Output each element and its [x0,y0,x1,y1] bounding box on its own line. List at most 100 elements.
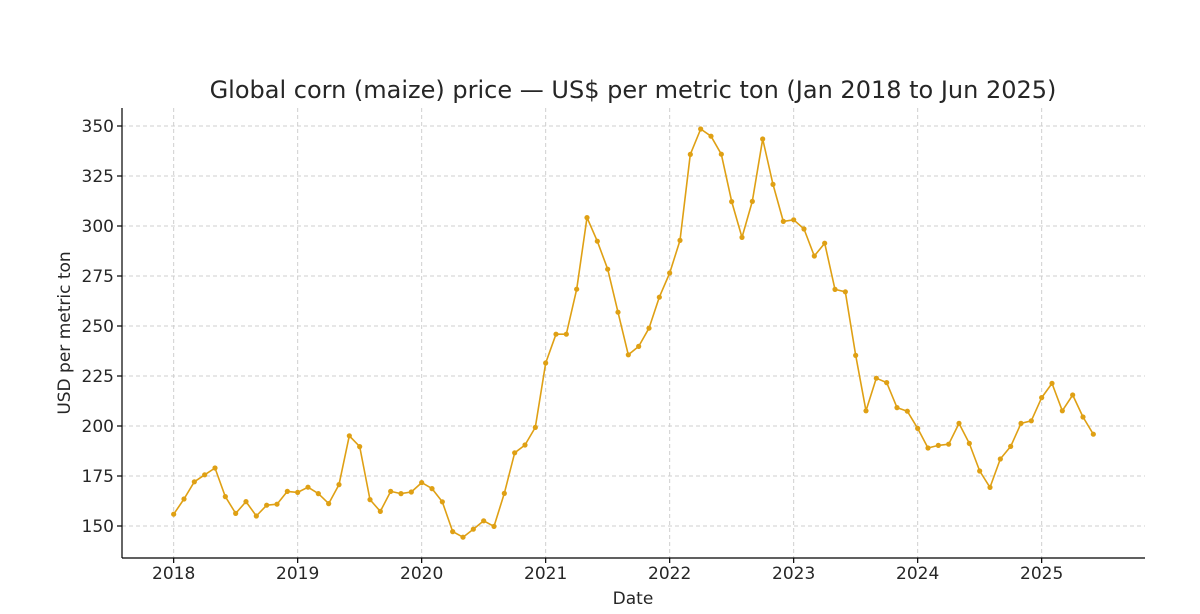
x-tick-label: 2025 [1020,564,1063,584]
data-point [791,217,797,223]
x-tick-label: 2019 [276,564,319,584]
data-point [946,441,952,447]
data-point [873,375,879,381]
data-point [460,534,466,540]
data-point [646,325,652,331]
data-point [615,309,621,315]
data-point [388,488,394,494]
x-tick-label: 2018 [152,564,195,584]
data-point [977,468,983,474]
y-tick-label: 275 [82,267,114,287]
data-point [925,445,931,451]
data-point [274,501,280,507]
data-point [398,491,404,497]
data-point [553,331,559,337]
data-point [233,510,239,516]
data-point [305,484,311,490]
data-point [253,513,259,519]
data-point [1070,392,1076,398]
y-tick-label: 200 [82,417,114,437]
data-point [739,234,745,240]
y-tick-label: 175 [82,467,114,487]
data-point [450,529,456,535]
data-point [512,450,518,456]
data-point [243,499,249,505]
data-point [1018,420,1024,426]
data-point [429,486,435,492]
data-point [780,218,786,224]
data-point [677,237,683,243]
data-point [605,266,611,272]
data-point [584,215,590,221]
data-point [191,479,197,485]
y-tick-label: 250 [82,317,114,337]
grid [122,108,1145,558]
data-point [894,405,900,411]
data-point [367,497,373,503]
data-point [481,518,487,524]
data-point [543,360,549,366]
data-point [532,424,538,430]
y-axis-label: USD per metric ton [55,251,75,414]
y-tick-label: 300 [82,217,114,237]
data-point [295,489,301,495]
series-group [171,126,1096,540]
x-tick-label: 2022 [648,564,691,584]
data-point [760,136,766,142]
data-point [667,270,673,276]
data-point [264,502,270,508]
data-point [915,425,921,431]
data-point [718,151,724,157]
data-point [522,442,528,448]
data-point [574,286,580,292]
data-point [770,181,776,187]
data-point [336,482,342,488]
axes [117,108,1145,563]
chart-title: Global corn (maize) price — US$ per metr… [210,76,1057,104]
data-point [656,294,662,300]
data-point [357,444,363,450]
data-point [987,484,993,490]
data-point [636,343,642,349]
data-point [822,240,828,246]
tick-labels: 150 175 200 225 250 275 300 325 350 2018 2019 2020 2… [82,117,1064,584]
x-tick-label: 2021 [524,564,567,584]
data-point [377,508,383,514]
data-point [419,480,425,486]
y-tick-label: 150 [82,517,114,537]
x-tick-label: 2024 [896,564,939,584]
data-point [563,331,569,337]
y-tick-label: 325 [82,167,114,187]
x-axis-label: Date [613,589,654,609]
data-point [470,526,476,532]
data-point [1039,395,1045,401]
data-point [832,286,838,292]
data-point [439,499,445,505]
data-point [811,253,817,259]
data-point [698,126,704,132]
data-point [935,442,941,448]
data-point [749,198,755,204]
data-point [212,465,218,471]
y-tick-label: 225 [82,367,114,387]
data-point [181,496,187,502]
data-point [1028,418,1034,424]
data-point [491,523,497,530]
data-point [171,511,177,517]
data-point [729,199,735,205]
data-point [956,420,962,426]
data-point [315,491,321,497]
data-point [884,380,890,386]
data-point [708,133,714,139]
data-point [346,433,352,439]
data-point [1090,431,1096,437]
data-point [1080,414,1086,420]
data-point [326,501,332,507]
data-point [284,488,290,494]
data-point [687,151,693,157]
data-point [842,289,848,295]
data-point [501,490,507,496]
data-point [966,440,972,446]
data-point [408,489,414,495]
